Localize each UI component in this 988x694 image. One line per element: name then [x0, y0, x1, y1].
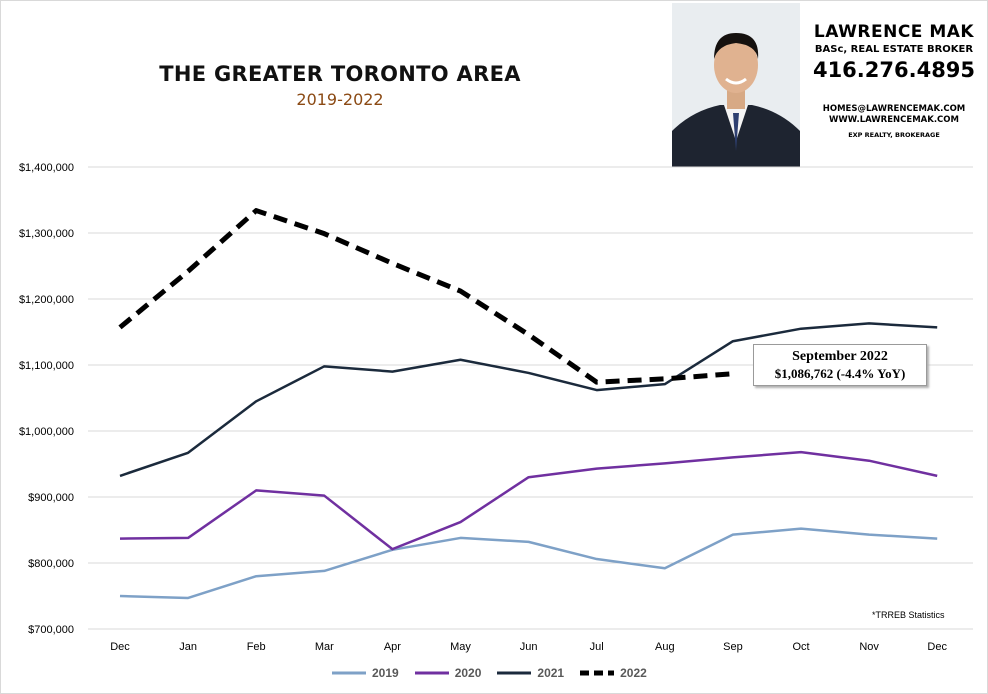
- x-tick-label: Jan: [179, 641, 197, 653]
- broker-photo: [672, 3, 800, 167]
- y-tick-label: $1,200,000: [19, 294, 74, 306]
- chart-legend: 2019 2020 2021 2022: [330, 664, 661, 682]
- series-line-2021: [119, 322, 938, 478]
- broker-title: BASc, REAL ESTATE BROKER: [814, 44, 974, 55]
- x-tick-label: Apr: [384, 641, 401, 653]
- callout-title: September 2022: [792, 349, 888, 364]
- legend-item-2019: 2019: [330, 666, 399, 680]
- y-tick-label: $1,000,000: [19, 426, 74, 438]
- legend-item-2021: 2021: [495, 666, 564, 680]
- y-tick-label: $1,300,000: [19, 228, 74, 240]
- y-axis-tick-labels: $700,000 $800,000 $900,000 $1,000,000 $1,100…: [19, 162, 74, 636]
- chart-title: THE GREATER TORONTO AREA: [159, 62, 521, 86]
- legend-label: 2020: [454, 666, 482, 680]
- broker-phone: 416.276.4895: [812, 58, 976, 82]
- legend-item-2020: 2020: [413, 666, 482, 680]
- x-tick-label: Dec: [110, 641, 130, 653]
- legend-label: 2022: [620, 666, 647, 680]
- broker-name: LAWRENCE MAK: [813, 22, 975, 42]
- chart-subtitle: 2019-2022: [296, 90, 384, 109]
- callout-value: $1,086,762 (-4.4% YoY): [774, 366, 906, 381]
- legend-label: 2019: [372, 666, 399, 680]
- broker-company: EXP REALTY, BROKERAGE: [848, 131, 940, 139]
- legend-swatch-2021: [497, 671, 532, 675]
- x-axis-tick-labels: Dec Jan Feb Mar Apr May Jun Jul Aug Sep Oct Nov Dec: [110, 641, 947, 653]
- source-note: *TRREB Statistics: [872, 610, 945, 620]
- y-tick-label: $1,100,000: [19, 360, 74, 372]
- x-tick-label: May: [450, 641, 471, 653]
- legend-item-2022: 2022: [578, 666, 647, 680]
- legend-label: 2021: [537, 666, 565, 680]
- y-tick-label: $800,000: [28, 558, 74, 570]
- legend-swatch-2019: [332, 671, 366, 675]
- x-tick-label: Jul: [590, 641, 604, 653]
- y-tick-label: $900,000: [28, 492, 74, 504]
- x-tick-label: Jun: [520, 641, 538, 653]
- x-tick-label: Dec: [927, 641, 947, 653]
- x-tick-label: Mar: [315, 641, 334, 653]
- legend-swatch-2020: [414, 671, 449, 675]
- series-lines: [118, 208, 938, 600]
- y-tick-label: $700,000: [28, 624, 74, 636]
- broker-website: WWW.LAWRENCEMAK.COM: [829, 115, 959, 125]
- x-tick-label: Feb: [247, 641, 266, 653]
- series-line-2019: [119, 527, 938, 600]
- contact-block: LAWRENCE MAK BASc, REAL ESTATE BROKER 41…: [806, 22, 982, 139]
- x-tick-label: Aug: [655, 641, 675, 653]
- legend-swatch-2022: [580, 670, 615, 676]
- x-tick-label: Sep: [723, 641, 743, 653]
- y-tick-label: $1,400,000: [19, 162, 74, 174]
- broker-email: HOMES@LAWRENCEMAK.COM: [822, 104, 966, 114]
- september-2022-callout: September 2022 $1,086,762 (-4.4% YoY): [753, 344, 927, 386]
- series-line-2022: [118, 208, 734, 385]
- x-tick-label: Nov: [859, 641, 879, 653]
- broker-photo-graphic: [672, 3, 800, 167]
- gridlines: [88, 166, 973, 630]
- x-tick-label: Oct: [792, 641, 809, 653]
- series-line-2020: [119, 450, 938, 551]
